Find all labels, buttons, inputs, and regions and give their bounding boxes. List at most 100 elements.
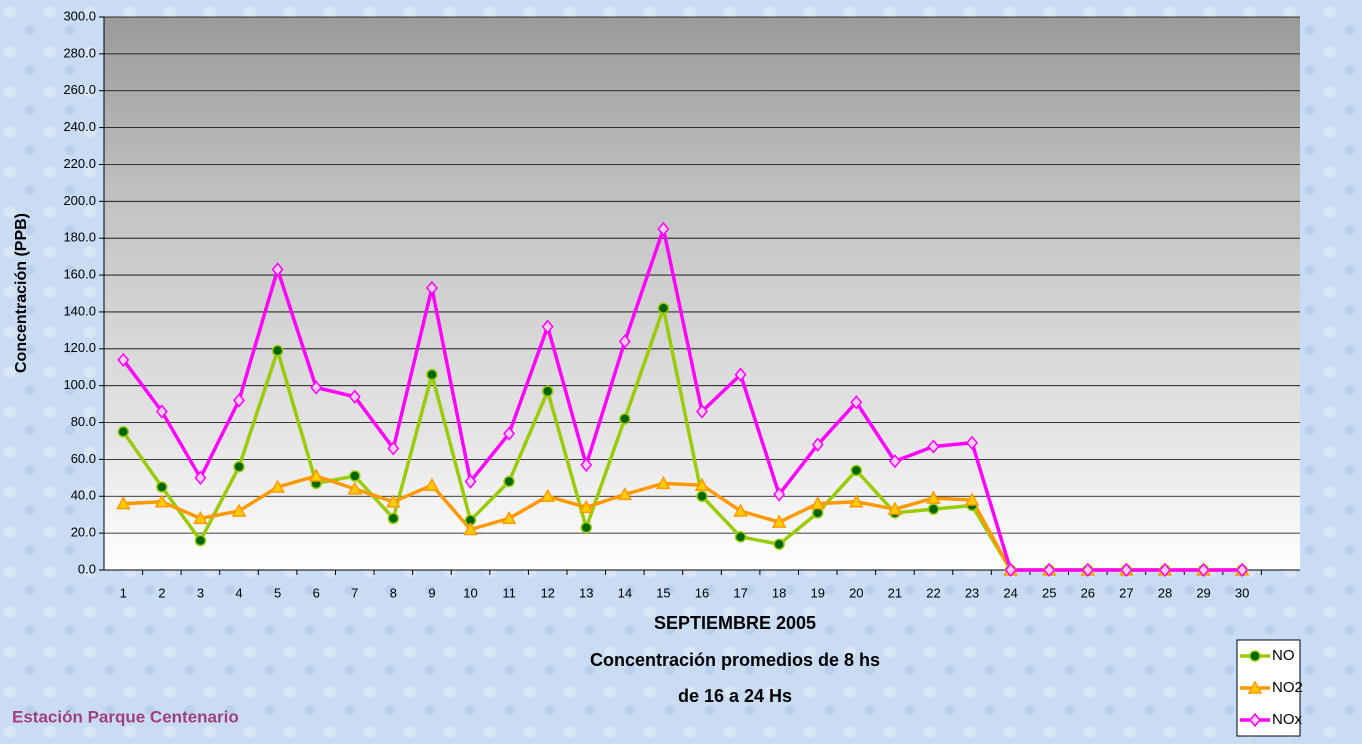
x-tick-label: 10 [463,585,477,600]
marker [580,457,593,473]
x-axis-label: SEPTIEMBRE 2005 [654,613,816,633]
marker [117,426,130,438]
marker [696,490,708,503]
marker [270,479,285,493]
marker [347,481,363,495]
y-tick-label: 240.0 [63,119,96,134]
marker [964,492,980,506]
marker [580,521,593,534]
marker [771,514,787,528]
y-tick-label: 0.0 [78,561,96,576]
x-tick-label: 18 [772,585,786,600]
marker [116,496,131,510]
marker [850,464,863,477]
y-tick-label: 140.0 [63,303,96,318]
x-tick-label: 21 [888,585,902,600]
marker [926,490,941,504]
x-tick-label: 24 [1003,585,1017,600]
marker [966,435,979,450]
marker [927,503,940,515]
x-tick-label: 19 [811,585,825,600]
x-tick-label: 28 [1158,585,1172,600]
x-tick-label: 5 [274,585,281,600]
marker [1236,562,1249,578]
marker [386,494,401,508]
y-tick-label: 280.0 [63,45,96,60]
marker [849,494,864,508]
marker [426,368,438,381]
marker [155,404,168,419]
marker [154,494,170,508]
y-tick-label: 80.0 [71,414,96,429]
x-tick-label: 8 [390,585,397,600]
marker [888,454,901,469]
legend-label: NO2 [1272,679,1303,696]
marker [193,510,208,525]
x-tick-label: 11 [502,585,516,600]
x-tick-label: 9 [428,585,435,600]
marker [927,439,940,454]
marker [657,221,670,237]
marker [734,531,747,543]
legend-label: NO [1272,647,1295,664]
marker [1249,712,1261,728]
marker [1004,562,1017,578]
x-tick-label: 20 [849,585,863,600]
marker [194,534,207,547]
x-tick-label: 30 [1235,585,1249,600]
marker [773,538,785,550]
marker [657,302,670,314]
marker [271,344,284,357]
x-tick-label: 29 [1196,585,1210,600]
marker [619,413,631,425]
y-tick-label: 180.0 [63,230,96,245]
marker [541,385,554,397]
marker [387,441,400,456]
x-tick-label: 25 [1042,585,1056,600]
marker [773,487,786,502]
marker [694,477,710,491]
marker [156,481,168,493]
x-tick-label: 2 [158,585,165,600]
marker [117,352,130,368]
y-tick-label: 20.0 [71,525,96,540]
y-tick-label: 40.0 [71,488,96,503]
marker [1158,562,1171,578]
x-tick-label: 26 [1081,585,1095,600]
marker [424,477,440,491]
marker [503,475,515,488]
series-line [121,222,1243,572]
marker [810,496,826,510]
marker [733,503,748,517]
x-axis-label: de 16 a 24 Hs [678,686,792,706]
x-tick-label: 22 [926,585,940,600]
x-tick-label: 17 [733,585,747,600]
marker [308,468,324,482]
y-tick-label: 120.0 [63,340,96,355]
marker [1120,562,1133,578]
legend-label: NOx [1272,711,1303,728]
marker [850,395,863,410]
x-tick-label: 7 [351,585,358,600]
x-tick-label: 12 [540,585,554,600]
y-tick-label: 60.0 [71,451,96,466]
x-tick-label: 14 [618,585,632,600]
marker [271,262,284,277]
y-tick-label: 100.0 [63,377,96,392]
marker [501,510,517,525]
marker [425,280,438,296]
marker [233,393,246,408]
annotation: Estación Parque Centenario [12,707,239,726]
x-axis-label: Concentración promedios de 8 hs [590,650,880,670]
y-tick-label: 260.0 [63,82,96,97]
x-tick-label: 15 [656,585,670,600]
marker [540,488,555,503]
x-tick-label: 1 [120,585,127,600]
marker [231,503,247,517]
marker [349,470,361,482]
marker [887,501,903,515]
x-tick-label: 16 [695,585,709,600]
marker [503,426,516,441]
x-tick-label: 13 [579,585,593,600]
